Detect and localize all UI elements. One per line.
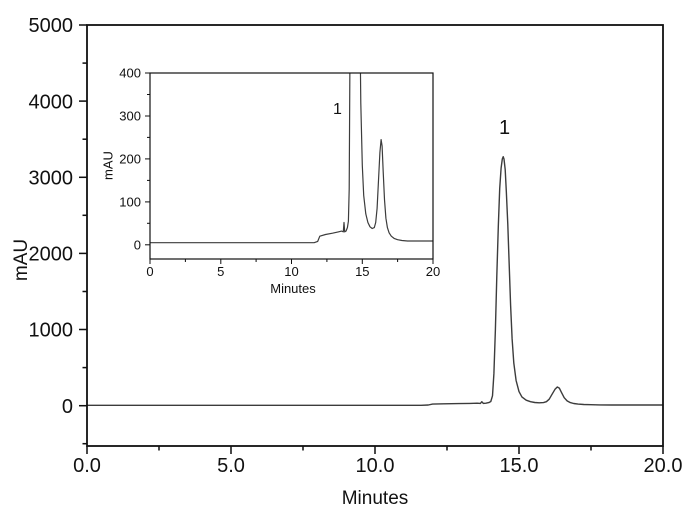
main-x-tick-label: 0.0 [73, 455, 101, 477]
main-x-tick-label: 5.0 [217, 455, 245, 477]
inset-y-tick-label: 200 [119, 152, 141, 167]
main-peak-label: 1 [499, 117, 510, 139]
main-x-tick-label: 15.0 [500, 455, 539, 477]
inset-peak-label: 1 [333, 101, 342, 118]
inset-ticks [145, 72, 434, 264]
inset-x-tick-label: 15 [355, 264, 369, 279]
main-y-tick-label: 4000 [29, 91, 74, 113]
main-x-axis-title: Minutes [341, 488, 409, 509]
inset-y-tick-label: 400 [119, 66, 141, 81]
inset-plot-frame [149, 72, 434, 260]
inset-x-tick-label: 10 [284, 264, 298, 279]
main-x-tick-label: 20.0 [644, 455, 683, 477]
main-y-tick-label: 2000 [29, 244, 74, 266]
inset-x-axis-title: Minutes [270, 281, 316, 296]
inset-x-tick-label: 5 [217, 264, 224, 279]
inset-y-tick-label: 100 [119, 195, 141, 210]
main-plot-frame [86, 24, 664, 447]
main-y-tick-label: 1000 [29, 320, 74, 342]
inset-x-tick-label: 20 [426, 264, 440, 279]
main-y-axis-title: mAU [11, 238, 32, 282]
inset-y-tick-label: 300 [119, 109, 141, 124]
inset-x-tick-label: 0 [146, 264, 153, 279]
inset-y-tick-label: 0 [134, 237, 141, 252]
main-ticks [79, 24, 664, 454]
main-y-tick-label: 3000 [29, 168, 74, 190]
inset-signal-trace [150, 73, 433, 244]
main-signal-trace [87, 156, 663, 406]
main-x-tick-label: 10.0 [356, 455, 395, 477]
main-y-tick-label: 5000 [29, 15, 74, 37]
inset-y-axis-title: mAU [100, 151, 116, 180]
main-y-tick-label: 0 [62, 396, 73, 418]
